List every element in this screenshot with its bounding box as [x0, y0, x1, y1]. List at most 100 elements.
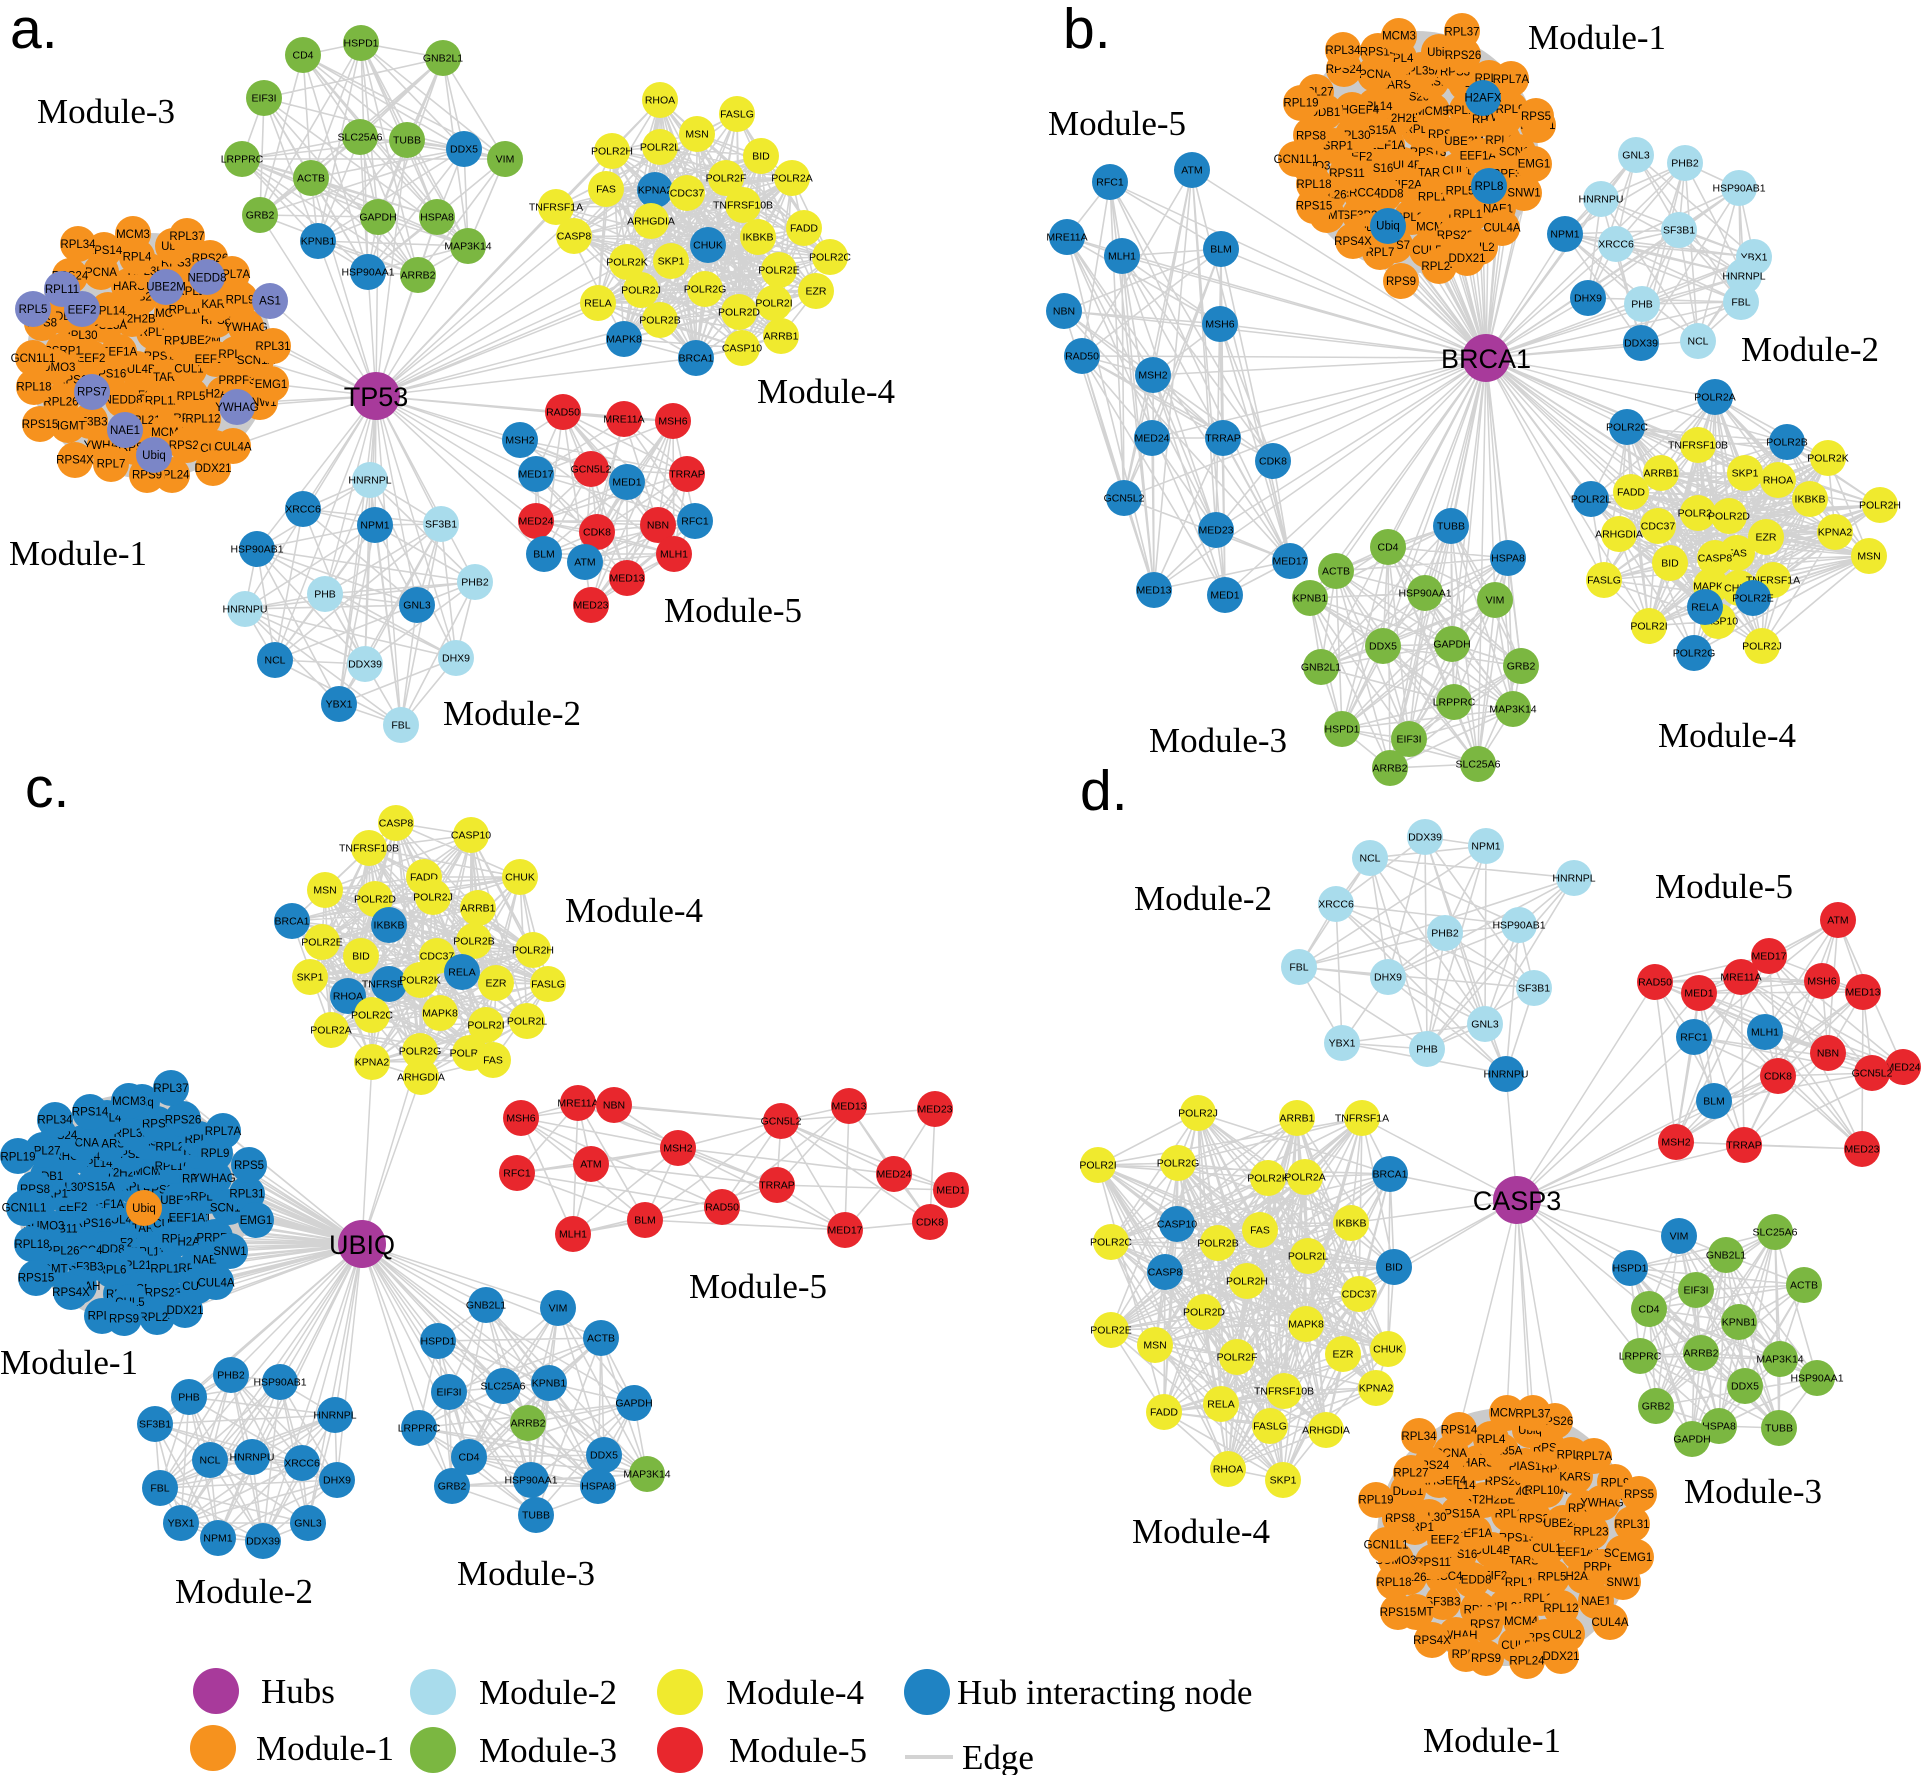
svg-text:RFC1: RFC1 [1680, 1032, 1708, 1044]
svg-text:TARS: TARS [1509, 1556, 1539, 1568]
svg-text:GRB2: GRB2 [1642, 1401, 1671, 1413]
svg-text:RPL24: RPL24 [139, 1312, 175, 1324]
svg-text:PCNA: PCNA [85, 267, 117, 279]
svg-text:NPM1: NPM1 [1471, 841, 1500, 853]
svg-text:MED1: MED1 [1684, 988, 1713, 1000]
svg-text:RPS8: RPS8 [1296, 130, 1326, 142]
svg-text:RPS14: RPS14 [1441, 1425, 1478, 1437]
svg-text:GNL3: GNL3 [294, 1518, 322, 1530]
svg-text:FBL: FBL [1289, 962, 1308, 974]
svg-text:TRRAP: TRRAP [669, 469, 705, 481]
svg-text:CASP10: CASP10 [1157, 1219, 1197, 1231]
svg-text:POLR2E: POLR2E [301, 937, 342, 949]
svg-text:POLR2B: POLR2B [453, 936, 494, 948]
svg-text:HSP90AA1: HSP90AA1 [1790, 1373, 1843, 1385]
svg-text:EMG1: EMG1 [1518, 159, 1551, 171]
svg-text:MED23: MED23 [1198, 525, 1233, 537]
svg-text:DDX21: DDX21 [194, 463, 231, 475]
svg-text:POLR2C: POLR2C [351, 1010, 393, 1022]
svg-text:HSP90AA1: HSP90AA1 [1398, 588, 1451, 600]
svg-text:EMG1: EMG1 [255, 379, 288, 391]
svg-text:KPNB1: KPNB1 [1722, 1317, 1757, 1329]
svg-text:RPS20: RPS20 [1485, 1476, 1521, 1488]
svg-text:Module-5: Module-5 [689, 1267, 827, 1306]
svg-text:GNB2L1: GNB2L1 [423, 53, 463, 65]
svg-text:PHB: PHB [314, 589, 336, 601]
svg-text:DDX39: DDX39 [246, 1536, 280, 1548]
svg-text:Ubiq: Ubiq [1427, 47, 1451, 59]
svg-text:MED24: MED24 [518, 516, 553, 528]
svg-text:CASP8: CASP8 [379, 818, 414, 830]
svg-text:RPL7A: RPL7A [205, 1126, 242, 1138]
svg-text:CHUK: CHUK [1373, 1344, 1403, 1356]
svg-text:Module-4: Module-4 [757, 372, 895, 411]
svg-text:RFC1: RFC1 [1096, 177, 1124, 189]
svg-text:CDC37: CDC37 [670, 188, 705, 200]
svg-text:FADD: FADD [1150, 1407, 1178, 1419]
svg-text:ARRB2: ARRB2 [510, 1418, 545, 1430]
svg-text:ACTB: ACTB [1790, 1280, 1818, 1292]
svg-text:ARRB2: ARRB2 [1683, 1348, 1718, 1360]
svg-text:BID: BID [1661, 558, 1679, 570]
svg-text:EIF3I: EIF3I [1396, 734, 1421, 746]
svg-text:CUL4A: CUL4A [197, 1277, 234, 1289]
svg-text:RPS9: RPS9 [1386, 276, 1416, 288]
svg-text:KPNA2: KPNA2 [1818, 527, 1853, 539]
svg-text:POLR2G: POLR2G [1673, 648, 1716, 660]
svg-text:RPL7A: RPL7A [1493, 74, 1530, 86]
svg-text:HNRNPU: HNRNPU [1579, 194, 1624, 206]
svg-text:BLM: BLM [533, 549, 555, 561]
svg-text:RPL9: RPL9 [226, 294, 255, 306]
svg-text:HSP90AB1: HSP90AB1 [1492, 920, 1545, 932]
svg-text:CHUK: CHUK [505, 872, 535, 884]
svg-text:RPS26: RPS26 [1445, 50, 1481, 62]
svg-text:Module-1: Module-1 [256, 1729, 394, 1768]
svg-text:LRPPRC: LRPPRC [1433, 697, 1476, 709]
svg-text:RPS15: RPS15 [1380, 1607, 1416, 1619]
svg-text:RPS4X: RPS4X [1413, 1635, 1451, 1647]
svg-text:GNL3: GNL3 [1471, 1019, 1499, 1031]
svg-text:FASLG: FASLG [1587, 575, 1621, 587]
svg-text:RELA: RELA [584, 298, 611, 310]
svg-text:RPS2: RPS2 [1519, 1514, 1549, 1526]
svg-text:RPL5: RPL5 [19, 304, 48, 316]
svg-text:CASP10: CASP10 [451, 830, 491, 842]
svg-text:POLR2D: POLR2D [354, 894, 396, 906]
svg-text:LRPPRC: LRPPRC [1619, 1351, 1662, 1363]
svg-text:Module-2: Module-2 [1134, 879, 1272, 918]
svg-text:RHOA: RHOA [333, 991, 363, 1003]
svg-text:POLR2H: POLR2H [1859, 500, 1901, 512]
svg-text:PCNA: PCNA [1359, 69, 1391, 81]
svg-text:YWHAG: YWHAG [224, 322, 268, 334]
svg-text:POLR2A: POLR2A [1694, 392, 1735, 404]
svg-text:SNW1: SNW1 [213, 1246, 246, 1258]
svg-text:GAPDH: GAPDH [1433, 639, 1470, 651]
svg-text:RPL37: RPL37 [169, 231, 204, 243]
svg-text:YBX1: YBX1 [168, 1518, 195, 1530]
svg-text:YBX1: YBX1 [326, 699, 353, 711]
svg-text:UBE2M: UBE2M [146, 282, 186, 294]
svg-text:RPL7: RPL7 [97, 458, 126, 470]
svg-text:POLR2B: POLR2B [1197, 1238, 1238, 1250]
svg-text:FBL: FBL [391, 720, 410, 732]
svg-text:RPL34: RPL34 [37, 1115, 73, 1127]
svg-text:XRCC6: XRCC6 [1318, 899, 1354, 911]
svg-text:MSH6: MSH6 [1205, 319, 1234, 331]
svg-text:SLC25A6: SLC25A6 [338, 132, 383, 144]
svg-text:ACTB: ACTB [297, 173, 325, 185]
svg-text:RPS4X: RPS4X [56, 454, 94, 466]
svg-text:Module-1: Module-1 [1423, 1721, 1561, 1760]
svg-text:Module-4: Module-4 [1658, 716, 1796, 755]
svg-text:RPL31: RPL31 [229, 1189, 264, 1201]
svg-text:MAPK8: MAPK8 [422, 1008, 458, 1020]
svg-text:BRCA1: BRCA1 [1441, 344, 1531, 374]
svg-text:RPS23: RPS23 [169, 440, 205, 452]
svg-text:RPL31: RPL31 [1614, 1519, 1649, 1531]
svg-text:HSP90AB1: HSP90AB1 [230, 544, 283, 556]
svg-text:SLC25A6: SLC25A6 [481, 1381, 526, 1393]
svg-text:MGMT: MGMT [50, 420, 85, 432]
svg-text:POLR2G: POLR2G [399, 1046, 442, 1058]
svg-text:FASLG: FASLG [531, 979, 565, 991]
svg-text:a.: a. [10, 0, 58, 61]
svg-text:NEDD8: NEDD8 [188, 272, 227, 284]
